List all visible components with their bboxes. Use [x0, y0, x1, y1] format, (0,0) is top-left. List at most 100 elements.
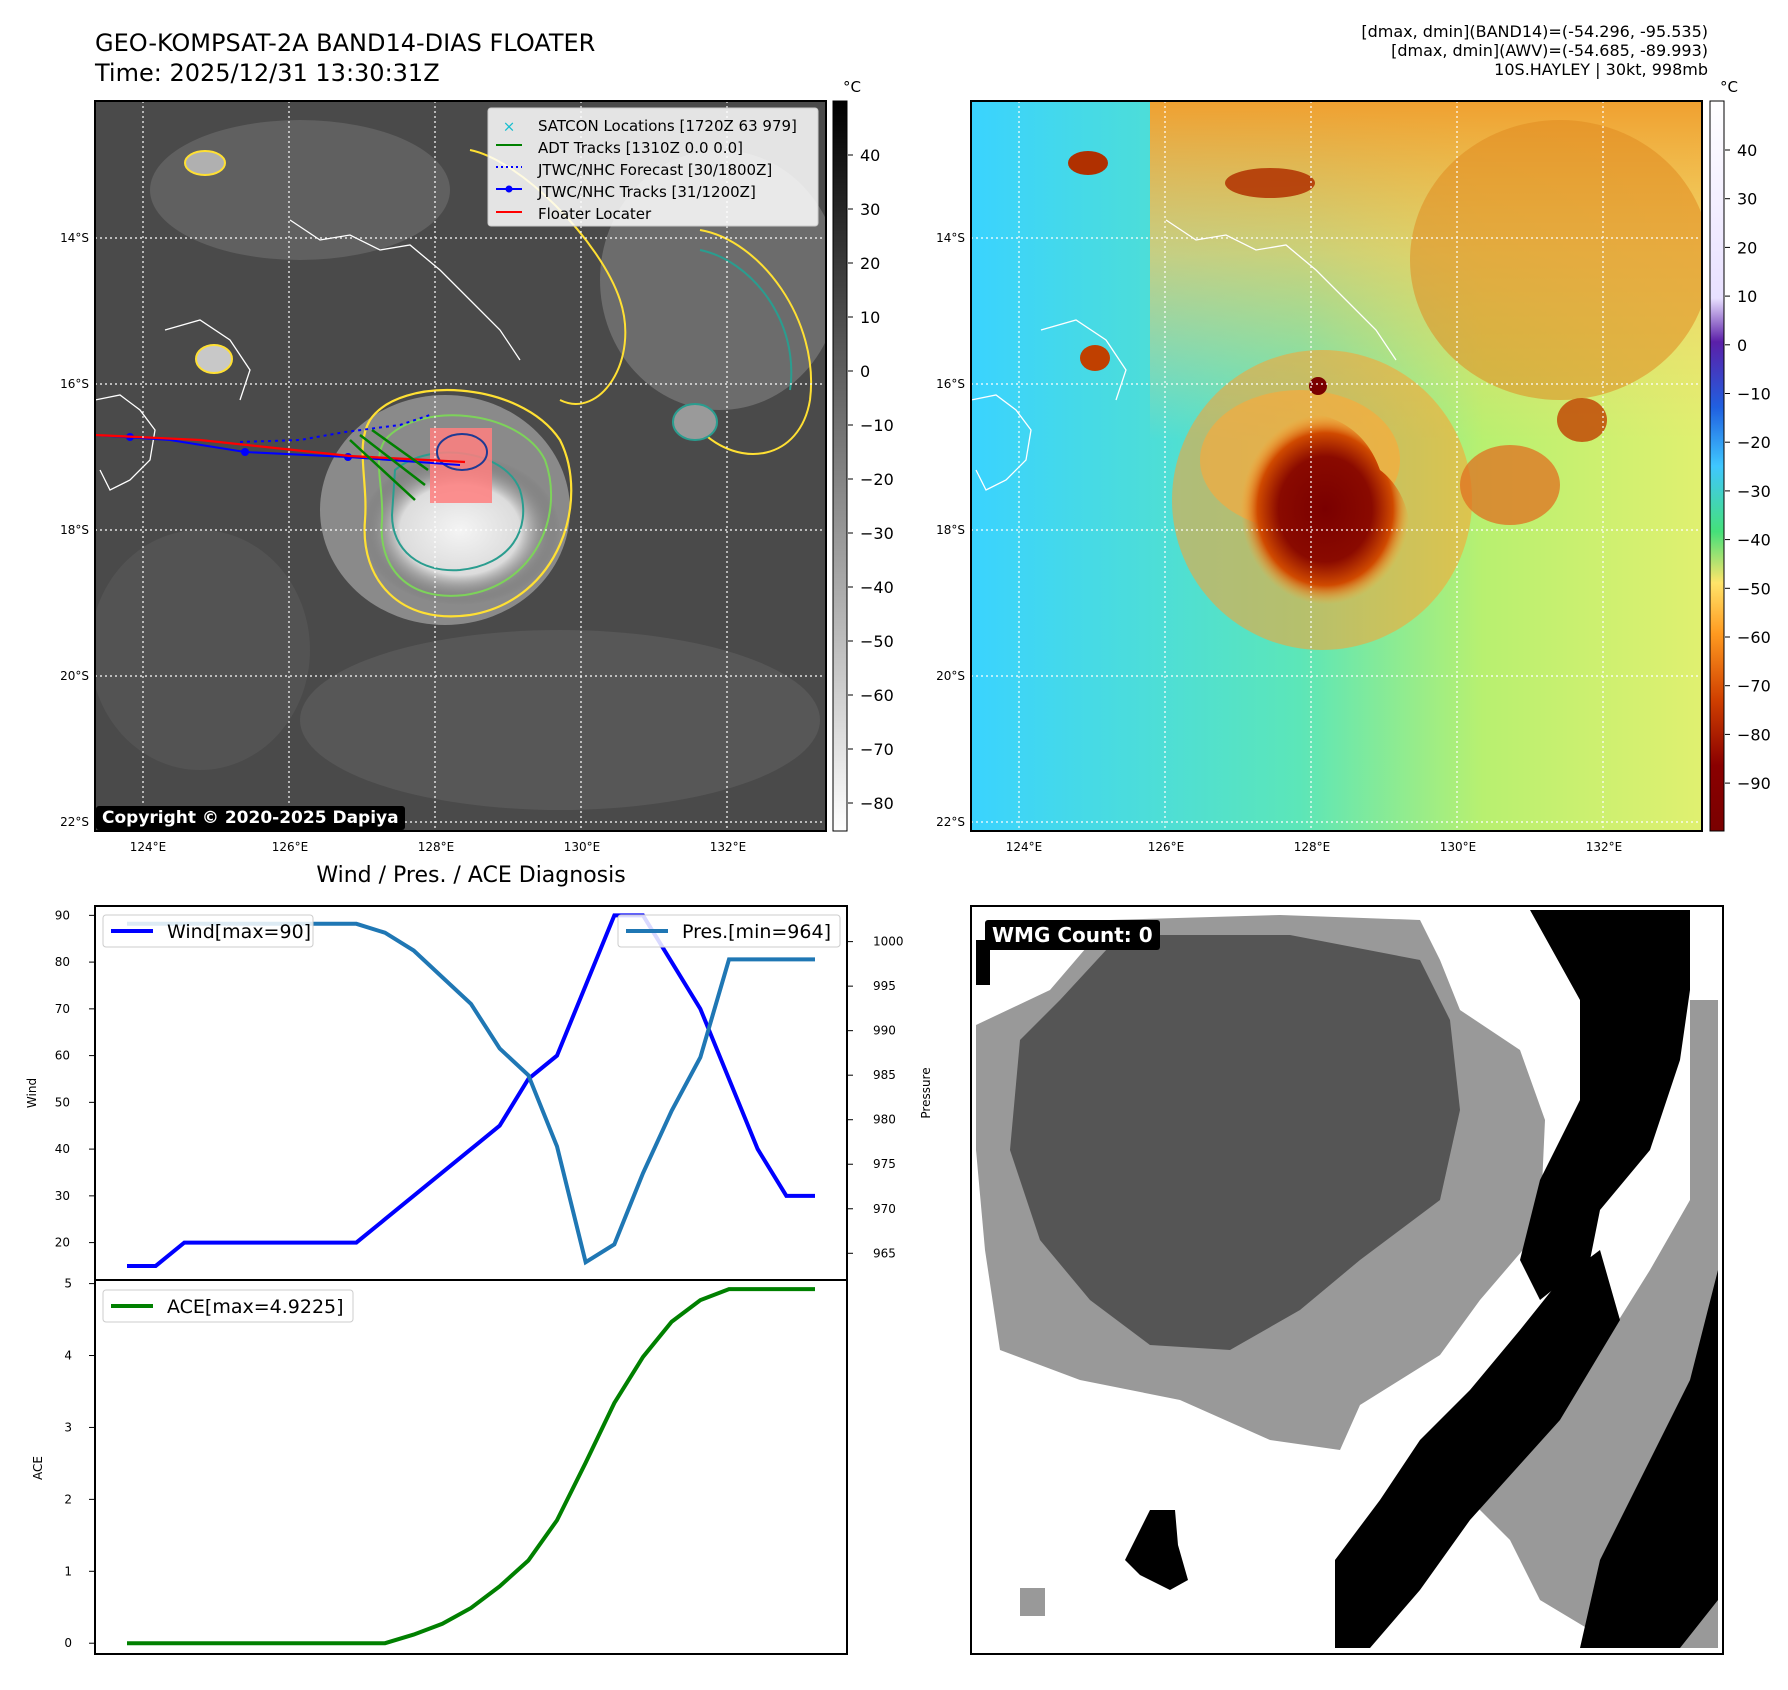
awv-colorbar-gradient	[1709, 100, 1725, 832]
ace-chart: 0 1 2 3 4 5 ACE ACE[max=4.9225]	[31, 1277, 848, 1655]
awv-range: [dmax, dmin](AWV)=(-54.685, -89.993)	[1391, 41, 1708, 60]
ir-contour-yellow-east	[699, 229, 813, 455]
pressure-legend-label: Pres.[min=964]	[682, 921, 831, 943]
pressure-axis-ticks: 965 970 975 980 985 990 995 1000	[847, 935, 904, 1260]
awv-colorbar-tick-label: −70	[1737, 677, 1771, 696]
ir-cell-b	[184, 150, 226, 176]
adt-track-segment	[371, 428, 429, 472]
ace-tick-label: 0	[64, 1636, 72, 1650]
wmg-region-black-south	[1335, 1250, 1620, 1648]
ace-tick-label: 3	[64, 1420, 72, 1434]
ir-colorbar-tick-label: −20	[860, 470, 894, 489]
ace-axis-label: ACE	[31, 1456, 45, 1480]
pressure-legend: Pres.[min=964]	[617, 914, 841, 948]
wind-tick-label: 40	[55, 1142, 70, 1156]
wmg-small-gray	[1020, 1588, 1045, 1616]
ace-legend: ACE[max=4.9225]	[102, 1289, 354, 1323]
lat-label: 20°S	[60, 669, 89, 683]
ir-contour-teal-east	[699, 249, 793, 391]
pressure-tick-label: 1000	[873, 935, 904, 949]
satcon-marker-icon: ×	[503, 118, 516, 136]
wind-tick-label: 50	[55, 1095, 70, 1109]
awv-colorbar-tick-label: −90	[1737, 774, 1771, 793]
ir-cloud-north	[150, 120, 450, 260]
copyright-badge: Copyright © 2020-2025 Dapiya	[96, 806, 405, 830]
legend-floater: Floater Locater	[538, 205, 652, 223]
pressure-tick-label: 980	[873, 1113, 896, 1127]
ir-colorbar-unit: °C	[843, 78, 861, 96]
lon-label: 128°E	[418, 840, 455, 854]
pressure-tick-label: 965	[873, 1246, 896, 1260]
pressure-tick-label: 990	[873, 1024, 896, 1038]
ace-tick-label: 2	[64, 1492, 72, 1506]
lat-label: 16°S	[936, 377, 965, 391]
ace-series-line	[127, 1287, 815, 1646]
awv-colorbar-unit: °C	[1720, 78, 1738, 96]
awv-gridlines	[971, 101, 1702, 831]
lat-label: 16°S	[60, 377, 89, 391]
awv-cell-east	[1460, 445, 1560, 525]
wind-tick-label: 30	[55, 1189, 70, 1203]
ir-colorbar-tick-label: −30	[860, 524, 894, 543]
ir-colorbar-tick-label: −60	[860, 686, 894, 705]
ace-tick-label: 1	[64, 1564, 72, 1578]
ir-colorbar-gradient	[832, 100, 848, 832]
lon-label: 132°E	[1586, 840, 1623, 854]
diagnosis-title: Wind / Pres. / ACE Diagnosis	[316, 863, 626, 888]
legend-forecast: JTWC/NHC Forecast [30/1800Z]	[537, 161, 772, 179]
legend-adt: ADT Tracks [1310Z 0.0 0.0]	[538, 139, 743, 157]
wmg-panel	[970, 905, 1724, 1655]
storm-name-intensity: 10S.HAYLEY | 30kt, 998mb	[1494, 60, 1708, 79]
awv-colorbar-tick-label: −60	[1737, 628, 1771, 647]
ir-contour-yellow	[361, 388, 573, 618]
ir-coastline-b	[95, 394, 156, 491]
wind-axis-ticks: 20 30 40 50 60 70 80 90	[55, 908, 95, 1250]
awv-colorbar-tick-label: 20	[1737, 238, 1757, 257]
wmg-region-black-north	[1520, 910, 1690, 1300]
ir-colorbar-tick-label: −50	[860, 632, 894, 651]
ir-lon-labels: 124°E 126°E 128°E 130°E 132°E	[130, 840, 747, 854]
wmg-edge-black	[976, 940, 990, 985]
ir-colorbar: °C 40 30 20 10 0 −10 −20 −30 −40 −50 −60 −70 −80	[832, 78, 894, 832]
awv-colorbar-tick-label: −40	[1737, 531, 1771, 550]
awv-storm-core	[1240, 413, 1410, 605]
ir-cell-a	[195, 344, 233, 374]
awv-colorbar-tick-label: −30	[1737, 482, 1771, 501]
ir-coastline-c	[164, 319, 251, 401]
legend-box	[487, 107, 819, 227]
pressure-tick-label: 985	[873, 1068, 896, 1082]
floater-box	[430, 428, 492, 503]
ir-legend: × SATCON Locations [1720Z 63 979] ADT Tr…	[487, 107, 819, 227]
awv-colorbar-tick-label: 10	[1737, 287, 1757, 306]
ir-colorbar-tick-label: 30	[860, 200, 880, 219]
wmg-blob	[1125, 1510, 1188, 1590]
ir-colorbar-tick-label: 20	[860, 254, 880, 273]
wind-tick-label: 20	[55, 1236, 70, 1250]
awv-colorbar-tick-label: 0	[1737, 336, 1747, 355]
ir-contour-green	[377, 414, 553, 597]
floater-locater-line	[95, 433, 466, 464]
awv-cell-east2	[1557, 398, 1607, 442]
awv-cell-c	[1225, 168, 1315, 198]
wind-tick-label: 80	[55, 955, 70, 969]
awv-colorbar-tick-label: 40	[1737, 141, 1757, 160]
ir-cloud-south	[300, 630, 820, 810]
awv-lon-labels: 124°E 126°E 128°E 130°E 132°E	[1006, 840, 1623, 854]
figure-title: GEO-KOMPSAT-2A BAND14-DIAS FLOATER Time:…	[95, 28, 595, 88]
pressure-tick-label: 975	[873, 1157, 896, 1171]
ace-frame	[94, 1279, 848, 1655]
jtwc-track-point	[241, 448, 249, 456]
awv-panel	[971, 101, 1702, 831]
tracks-legend-dot	[505, 185, 513, 193]
ir-colorbar-tick-label: 10	[860, 308, 880, 327]
awv-coastline-b	[971, 394, 1032, 491]
ir-colorbar-tick-label: −80	[860, 794, 894, 813]
lat-label: 18°S	[936, 523, 965, 537]
wind-series-line	[127, 913, 815, 1268]
wind-tick-label: 60	[55, 1049, 70, 1063]
wmg-count-badge: WMG Count: 0	[985, 920, 1160, 950]
ace-tick-label: 4	[64, 1349, 72, 1363]
awv-cell-b	[1068, 151, 1108, 175]
ir-cloud-west	[95, 530, 310, 770]
